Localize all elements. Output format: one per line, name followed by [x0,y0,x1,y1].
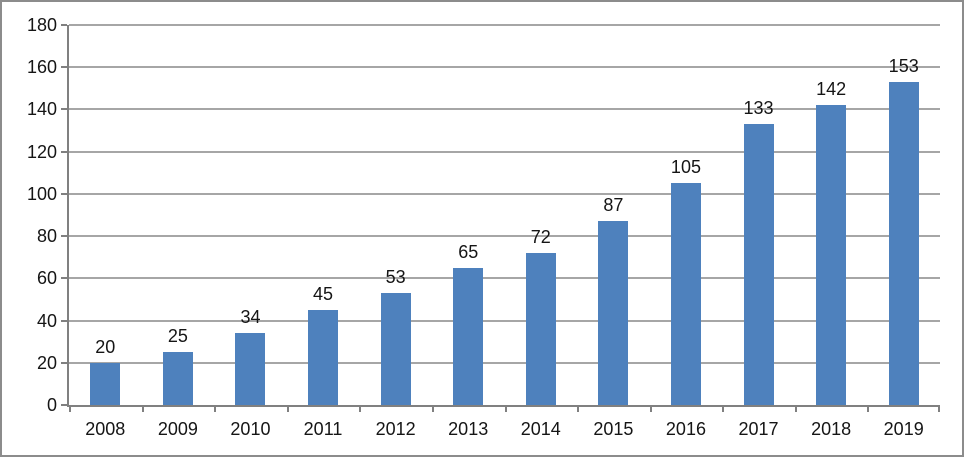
bar-value-label: 45 [313,284,334,304]
bar-value-label: 34 [240,307,261,327]
gridline [69,66,940,69]
x-axis-tick [142,407,144,412]
bar-value-label: 87 [603,195,624,215]
bar-2014 [526,253,556,405]
x-axis-category-label: 2019 [883,419,924,439]
plot-area: 0 20 40 60 80 100 120 140 160 180 2008 2009 2010 201… [27,15,940,439]
y-axis-tick [61,108,67,111]
x-axis-category-label: 2018 [811,419,852,439]
x-axis-tick [650,407,652,412]
y-axis-tick-label: 60 [36,268,57,289]
y-axis-tick-label: 0 [46,395,57,415]
x-axis-tick [795,407,797,412]
y-axis-line [67,25,69,407]
bar-2009 [163,352,193,405]
x-axis-category-label: 2009 [157,419,198,439]
y-axis-tick [61,24,67,26]
x-axis-tick [214,407,216,412]
bar-value-label: 72 [530,227,551,247]
bar-value-label: 65 [458,242,479,262]
bar-2013 [453,268,483,405]
gridline [69,361,940,364]
bar-value-label: 25 [167,326,188,346]
x-axis-tick [867,407,869,412]
gridline [69,150,940,153]
x-axis-category-label: 2016 [665,419,706,439]
bar-2017 [744,124,774,405]
bar-value-label: 142 [816,79,847,99]
y-axis-tick [61,319,67,322]
bar-2018 [816,105,846,405]
x-axis-line [67,405,940,407]
y-axis-tick-label: 80 [36,226,57,247]
gridline [69,24,940,26]
y-axis-tick [61,361,67,364]
x-axis-tick [577,407,579,412]
bar-2019 [889,82,919,405]
gridline [69,108,940,111]
y-axis-tick-label: 120 [26,141,57,162]
gridline [69,319,940,322]
x-axis-category-label: 2017 [738,419,779,439]
x-axis-tick [938,407,940,412]
x-axis-category-label: 2012 [375,419,416,439]
y-axis-tick [61,235,67,238]
x-axis-tick [287,407,289,412]
bar-value-label: 20 [95,337,116,357]
y-axis-tick [61,192,67,195]
y-axis-tick-label: 140 [26,99,57,120]
x-axis-category-label: 2010 [230,419,271,439]
y-axis-tick-label: 180 [26,15,57,35]
x-axis-tick [722,407,724,412]
y-axis-tick [61,277,67,280]
x-axis-tick [69,407,71,412]
bar-2012 [381,293,411,405]
x-axis-category-label: 2008 [85,419,126,439]
y-axis-tick-label: 20 [36,352,57,373]
x-axis-category-label: 2011 [303,419,343,439]
bar-2016 [671,183,701,405]
bar-value-label: 105 [670,157,701,177]
gridline [69,192,940,195]
x-axis-category-label: 2015 [593,419,634,439]
y-axis-tick [61,404,67,406]
x-axis-category-label: 2013 [448,419,489,439]
gridline [69,235,940,238]
x-axis-tick [359,407,361,412]
x-axis-tick [505,407,507,412]
x-axis-category-label: 2014 [520,419,561,439]
y-axis-tick-label: 100 [26,183,57,204]
y-axis-tick [61,150,67,153]
y-axis-tick-label: 40 [36,310,57,331]
bar-2010 [235,333,265,405]
bar-value-label: 153 [888,56,919,76]
bar-value-label: 53 [385,267,406,287]
x-axis-tick [432,407,434,412]
y-axis-tick-label: 160 [26,57,57,78]
gridline [69,277,940,280]
bar-2011 [308,310,338,405]
bar-value-label: 133 [743,98,774,118]
bar-2008 [90,363,120,405]
y-axis-tick [61,66,67,69]
bar-2015 [598,221,628,405]
